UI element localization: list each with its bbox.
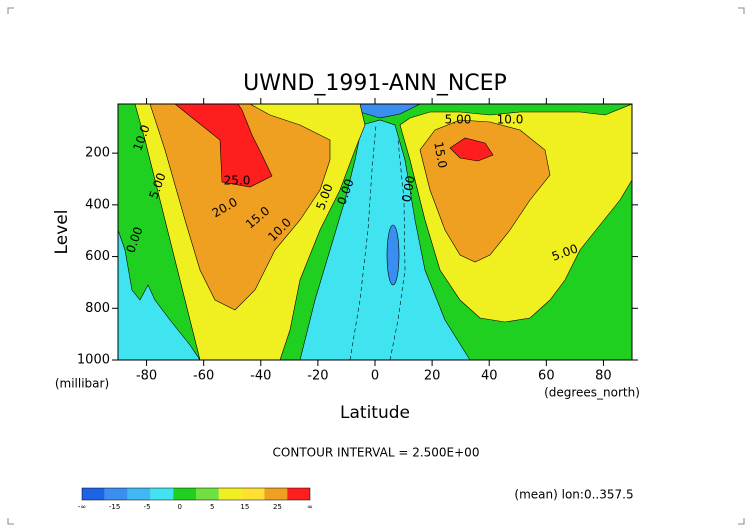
corner xyxy=(7,7,14,14)
colorbar-segment xyxy=(127,488,151,500)
x-tick-label: 80 xyxy=(595,369,612,384)
contour-fill xyxy=(419,119,551,263)
x-tick-label: -80 xyxy=(136,369,157,384)
x-tick-label: 0 xyxy=(371,369,379,384)
colorbar-label: ∞ xyxy=(307,503,313,511)
x-tick-label: -60 xyxy=(193,369,214,384)
y-tick-label: 800 xyxy=(85,301,110,316)
colorbar-label: -5 xyxy=(144,503,151,511)
colorbar-segment xyxy=(104,488,128,500)
contour-line xyxy=(389,139,406,360)
colorbar-segment xyxy=(173,488,196,500)
contour-label: 10.0 xyxy=(497,113,524,127)
contour-fill xyxy=(386,224,400,286)
x-tick-label: 60 xyxy=(538,369,555,384)
x-axis-label: Latitude xyxy=(340,403,410,423)
colorbar-segment xyxy=(82,488,105,500)
y-axis-label: Level xyxy=(52,210,72,255)
y-tick-label: 400 xyxy=(85,197,110,212)
colorbar-segment xyxy=(150,488,174,500)
x-tick-label: -40 xyxy=(250,369,271,384)
contour-label: 0.00 xyxy=(399,175,417,204)
contour-fill xyxy=(174,104,273,188)
colorbar-segment xyxy=(287,488,310,500)
colorbar-label: 0 xyxy=(177,503,181,511)
x-axis-units: (degrees_north) xyxy=(544,386,640,400)
y-tick-label: 200 xyxy=(85,146,110,161)
contour-label: 5.00 xyxy=(445,113,472,127)
colorbar-segment xyxy=(196,488,219,500)
contour-fill xyxy=(299,119,471,360)
contour-label: 15.0 xyxy=(431,141,449,170)
corner xyxy=(738,7,745,14)
colorbar-label: 25 xyxy=(273,503,282,511)
contour-label: 25.0 xyxy=(224,174,251,188)
contour-fill xyxy=(149,104,331,311)
colorbar-label: -∞ xyxy=(78,503,86,511)
contour-line xyxy=(349,124,377,360)
colorbar-segment xyxy=(264,488,288,500)
colorbar-label: 5 xyxy=(210,503,214,511)
colorbar-label: 15 xyxy=(240,503,249,511)
contour-field xyxy=(118,104,632,360)
interval-note: CONTOUR INTERVAL = 2.500E+00 xyxy=(273,446,480,460)
x-tick-label: -20 xyxy=(307,369,328,384)
contour-fill xyxy=(449,137,494,162)
x-tick-label: 20 xyxy=(424,369,441,384)
colorbar-segment xyxy=(241,488,265,500)
mean-note: (mean) lon:0..357.5 xyxy=(514,488,633,502)
y-tick-label: 1000 xyxy=(77,353,110,368)
y-tick-label: 600 xyxy=(85,249,110,264)
corner xyxy=(738,518,745,525)
corner xyxy=(7,518,14,525)
y-axis-units: (millibar) xyxy=(55,377,109,391)
colorbar-frame xyxy=(81,487,311,501)
contour-fill xyxy=(118,229,201,360)
chart-title: UWND_1991-ANN_NCEP xyxy=(243,71,507,96)
x-tick-label: 40 xyxy=(481,369,498,384)
corner-marks xyxy=(7,7,745,525)
colorbar-label: -15 xyxy=(109,503,120,511)
colorbar-segment xyxy=(218,488,242,500)
